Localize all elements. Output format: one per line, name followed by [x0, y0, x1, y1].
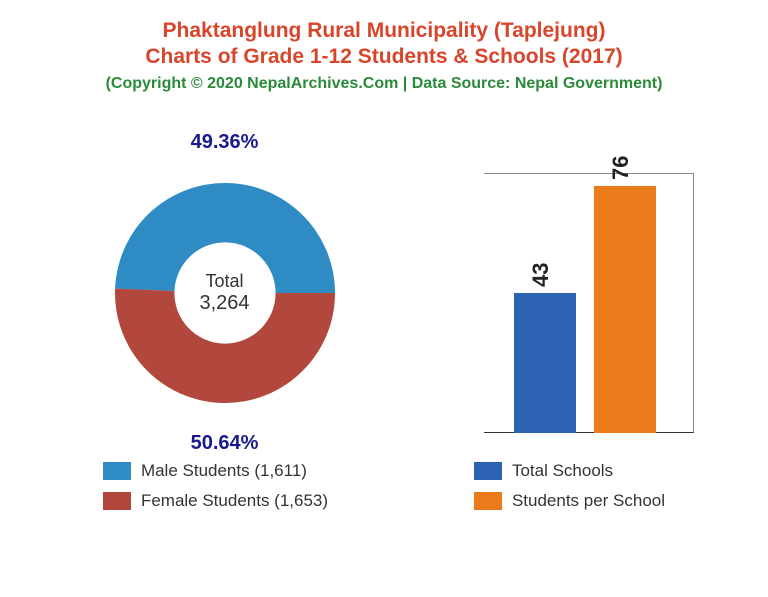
- legend-item-schools: Total Schools: [474, 461, 665, 481]
- legend-swatch-schools: [474, 462, 502, 480]
- donut-total-value: 3,264: [199, 292, 249, 315]
- title-line-1: Phaktanglung Rural Municipality (Tapleju…: [0, 18, 768, 44]
- legend-item-male: Male Students (1,611): [103, 461, 328, 481]
- chart-header: Phaktanglung Rural Municipality (Tapleju…: [0, 0, 768, 93]
- subtitle: (Copyright © 2020 NepalArchives.Com | Da…: [0, 75, 768, 93]
- bar-students-per-school: [594, 186, 656, 433]
- legend-swatch-sps: [474, 492, 502, 510]
- title-line-2: Charts of Grade 1-12 Students & Schools …: [0, 44, 768, 70]
- legend-text-female: Female Students (1,653): [141, 491, 328, 511]
- legend-swatch-male: [103, 462, 131, 480]
- legend-item-sps: Students per School: [474, 491, 665, 511]
- legend-text-male: Male Students (1,611): [141, 461, 307, 481]
- legend-left: Male Students (1,611) Female Students (1…: [103, 461, 328, 511]
- legend-item-female: Female Students (1,653): [103, 491, 328, 511]
- legend-text-sps: Students per School: [512, 491, 665, 511]
- charts-row: Total 3,264 49.36% 50.64% 43 76: [0, 133, 768, 453]
- legend-text-schools: Total Schools: [512, 461, 613, 481]
- donut-chart: Total 3,264 49.36% 50.64%: [65, 133, 385, 453]
- legend-swatch-female: [103, 492, 131, 510]
- donut-center: Total 3,264: [199, 271, 249, 315]
- bar-chart: 43 76: [454, 133, 704, 453]
- bar-label-students-per-school: 76: [608, 155, 634, 179]
- donut-pct-female: 50.64%: [191, 432, 259, 455]
- donut-total-label: Total: [199, 271, 249, 292]
- legend-right: Total Schools Students per School: [474, 461, 665, 511]
- bar-label-total-schools: 43: [528, 262, 554, 286]
- donut-pct-male: 49.36%: [191, 131, 259, 154]
- legends-row: Male Students (1,611) Female Students (1…: [0, 461, 768, 511]
- bar-total-schools: [514, 293, 576, 433]
